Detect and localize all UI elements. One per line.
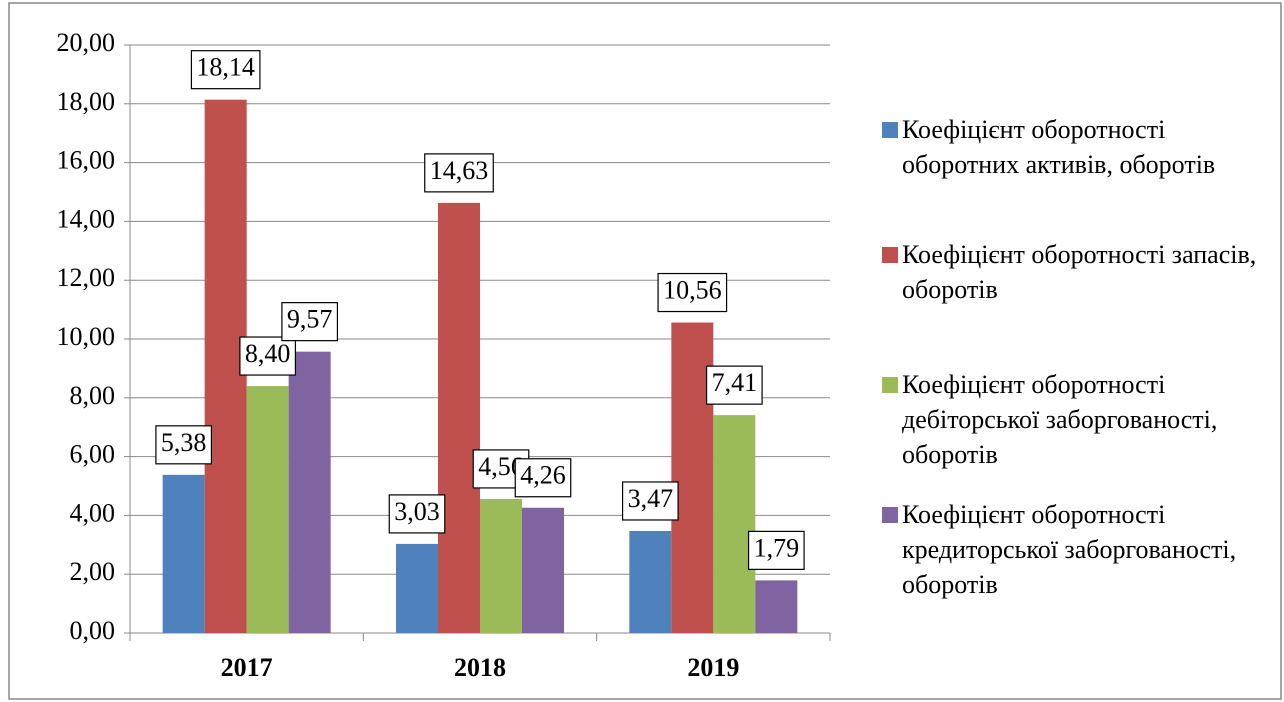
data-label: 9,57 — [287, 305, 333, 334]
bar — [246, 386, 289, 633]
y-tick-label: 6,00 — [70, 440, 116, 469]
data-label-box — [705, 365, 763, 405]
y-tick-label: 14,00 — [57, 204, 116, 233]
bar — [480, 498, 522, 633]
x-tick-label: 2017 — [221, 653, 273, 682]
y-tick-label: 16,00 — [57, 146, 116, 175]
data-label-box — [281, 302, 339, 342]
y-tick-label: 2,00 — [70, 557, 116, 586]
chart-border — [8, 2, 1282, 700]
bar — [755, 580, 798, 633]
data-label-box — [657, 272, 728, 313]
bar — [288, 351, 331, 633]
y-tick-label: 12,00 — [57, 263, 116, 292]
data-label-box — [747, 530, 805, 570]
legend-label: Коефіцієнт оборотності кредиторської заб… — [902, 500, 1237, 599]
bar — [522, 507, 564, 633]
data-label: 4,26 — [520, 461, 566, 490]
legend-swatch — [882, 507, 898, 523]
data-label-box — [621, 481, 679, 521]
bar — [713, 415, 756, 633]
data-label: 18,14 — [196, 53, 255, 82]
legend-label: Коефіцієнт оборотності дебіторської забо… — [902, 370, 1218, 469]
bar — [396, 543, 438, 633]
data-label-box — [155, 425, 213, 465]
x-tick-label: 2019 — [687, 653, 739, 682]
data-label-box — [190, 50, 261, 90]
data-label: 5,38 — [161, 428, 207, 457]
y-tick-label: 0,00 — [70, 616, 116, 645]
y-tick-label: 10,00 — [57, 322, 116, 351]
x-tick-label: 2018 — [454, 653, 506, 682]
y-tick-label: 4,00 — [70, 498, 116, 527]
bar — [162, 474, 205, 633]
bar — [438, 202, 480, 634]
data-label: 14,63 — [430, 156, 489, 185]
data-label: 3,47 — [628, 484, 674, 513]
data-label-box — [239, 336, 297, 376]
legend-label: Коефіцієнт оборотності запасів, оборотів — [902, 240, 1257, 304]
data-label-box — [514, 458, 572, 498]
legend-swatch — [882, 247, 898, 263]
y-tick-label: 8,00 — [70, 381, 116, 410]
y-tick-label: 20,00 — [57, 28, 116, 57]
data-label: 3,03 — [394, 497, 440, 526]
bar — [629, 530, 672, 633]
data-label: 7,41 — [712, 368, 758, 397]
data-label: 8,40 — [245, 339, 291, 368]
legend-label: Коефіцієнт оборотності оборотних активів… — [902, 115, 1216, 179]
y-tick-label: 18,00 — [57, 87, 116, 116]
legend-swatch — [882, 377, 898, 393]
legend-swatch — [882, 122, 898, 138]
data-label-box — [388, 494, 446, 534]
data-label: 10,56 — [663, 276, 722, 305]
data-label-box — [424, 153, 494, 193]
data-label: 1,79 — [754, 533, 800, 562]
